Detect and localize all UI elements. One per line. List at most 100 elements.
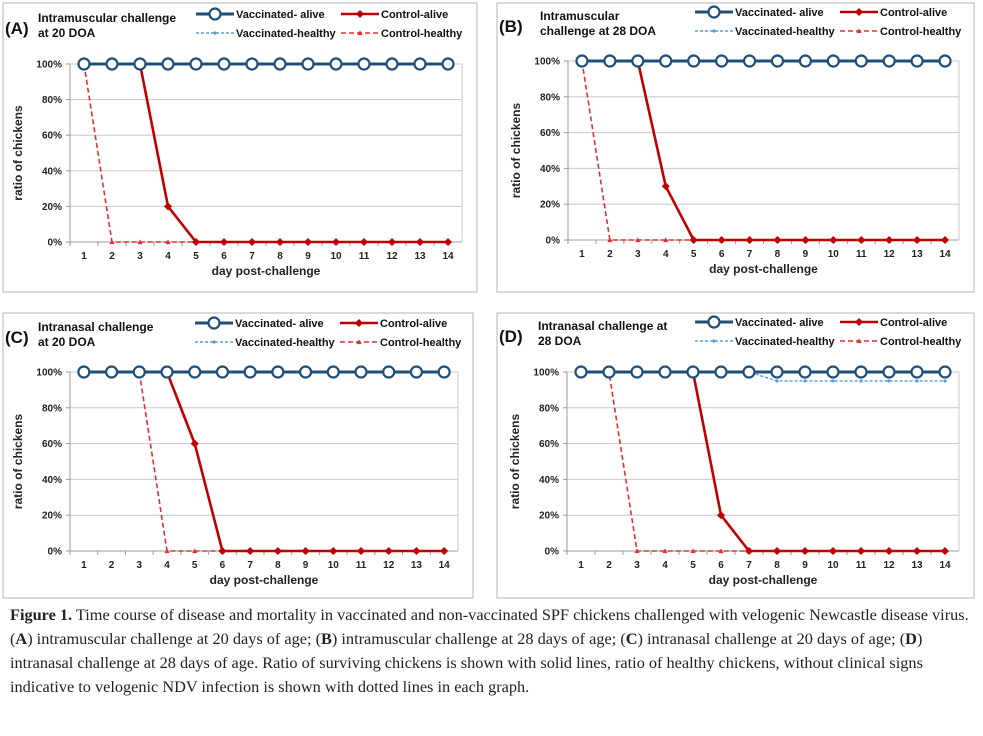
panel-title: challenge at 28 DOA bbox=[540, 24, 656, 38]
x-tick-label: 10 bbox=[330, 251, 342, 262]
data-point bbox=[717, 511, 725, 520]
chart-panel-a: 0%20%40%60%80%100%1 2 3 4 5 6 7 8 9 10 11 12 13 14day… bbox=[2, 2, 478, 293]
legend-marker bbox=[856, 338, 862, 344]
y-tick-label: 20% bbox=[42, 202, 62, 213]
x-tick-label: 12 bbox=[386, 251, 398, 262]
data-point bbox=[248, 238, 256, 246]
legend-marker bbox=[855, 8, 863, 16]
caption-text: ) intranasal challenge at 20 days of age… bbox=[637, 629, 906, 648]
x-tick-label: 7 bbox=[249, 251, 255, 262]
legend-marker bbox=[356, 10, 364, 18]
data-point bbox=[385, 57, 399, 71]
y-axis-title: ratio of chickens bbox=[509, 103, 523, 199]
data-point bbox=[941, 236, 950, 244]
legend-marker bbox=[212, 340, 216, 344]
data-point bbox=[384, 547, 393, 555]
legend-entry: Vaccinated- alive bbox=[735, 317, 824, 329]
y-tick-label: 60% bbox=[540, 128, 560, 139]
y-tick-label: 80% bbox=[42, 403, 62, 414]
chart-panel-c: 0%20%40%60%80%100%1 2 3 4 5 6 7 8 9 10 11 12 13 14day… bbox=[2, 312, 474, 599]
x-tick-label: 6 bbox=[718, 560, 724, 571]
x-tick-label: 3 bbox=[137, 251, 143, 262]
data-point bbox=[745, 547, 753, 555]
x-tick-label: 9 bbox=[303, 560, 309, 571]
x-tick-label: 11 bbox=[356, 560, 367, 571]
legend-marker bbox=[357, 30, 363, 36]
data-point bbox=[663, 237, 669, 243]
data-point bbox=[217, 57, 231, 71]
x-tick-label: 11 bbox=[856, 560, 867, 571]
y-tick-label: 0% bbox=[48, 547, 63, 558]
legend-marker bbox=[856, 28, 862, 34]
data-point bbox=[273, 547, 282, 555]
data-point bbox=[717, 236, 726, 244]
chart-panel-b: 0%20%40%60%80%100%1 2 3 4 5 6 7 8 9 10 11 12 13 14day… bbox=[496, 2, 975, 293]
data-point bbox=[332, 238, 340, 246]
data-point bbox=[882, 54, 896, 68]
data-point bbox=[192, 238, 200, 246]
x-tick-label: 4 bbox=[164, 560, 170, 571]
x-tick-label: 4 bbox=[663, 249, 669, 260]
data-point bbox=[109, 239, 115, 245]
legend-entry: Vaccinated- alive bbox=[236, 9, 325, 21]
data-point bbox=[164, 202, 172, 211]
x-tick-label: 7 bbox=[247, 560, 253, 571]
data-point bbox=[915, 379, 919, 383]
data-point bbox=[659, 54, 673, 68]
data-point bbox=[271, 365, 285, 379]
x-tick-label: 13 bbox=[414, 251, 426, 262]
y-tick-label: 20% bbox=[42, 511, 62, 522]
x-tick-label: 13 bbox=[411, 560, 423, 571]
data-point bbox=[634, 548, 640, 554]
data-point bbox=[801, 236, 810, 244]
data-point bbox=[661, 182, 670, 191]
data-point bbox=[607, 237, 613, 243]
legend-marker bbox=[707, 315, 721, 329]
data-point bbox=[190, 439, 199, 448]
legend-marker bbox=[208, 7, 222, 21]
data-point bbox=[687, 54, 701, 68]
data-point bbox=[831, 379, 835, 383]
data-point bbox=[887, 379, 891, 383]
x-tick-label: 12 bbox=[383, 560, 395, 571]
data-point bbox=[388, 238, 396, 246]
x-tick-label: 9 bbox=[802, 560, 808, 571]
data-point bbox=[718, 548, 724, 554]
data-point bbox=[301, 57, 315, 71]
y-tick-label: 100% bbox=[534, 57, 560, 68]
data-point bbox=[715, 54, 729, 68]
caption-text: Time course of disease and mortality in … bbox=[10, 605, 969, 648]
x-tick-label: 12 bbox=[883, 560, 895, 571]
x-tick-label: 8 bbox=[775, 249, 781, 260]
data-point bbox=[910, 54, 924, 68]
data-point bbox=[133, 57, 147, 71]
caption-text: ) intramuscular challenge at 20 days of … bbox=[27, 629, 322, 648]
caption-text: ) intranasal challenge at 28 days of age… bbox=[10, 629, 923, 696]
data-point bbox=[742, 54, 757, 68]
data-point bbox=[160, 365, 174, 379]
data-point bbox=[218, 547, 227, 555]
legend-marker bbox=[712, 29, 716, 33]
legend-entry: Vaccinated- alive bbox=[735, 7, 824, 19]
panel-title: at 20 DOA bbox=[38, 26, 96, 40]
x-tick-label: 11 bbox=[856, 249, 867, 260]
y-tick-label: 40% bbox=[42, 166, 62, 177]
data-point bbox=[773, 236, 782, 244]
legend-entry: Vaccinated- alive bbox=[235, 318, 324, 330]
data-point bbox=[273, 57, 287, 71]
data-point bbox=[104, 365, 119, 379]
x-tick-label: 3 bbox=[635, 249, 641, 260]
panel-frame bbox=[2, 312, 474, 599]
legend-entry: Vaccinated-healthy bbox=[236, 28, 337, 40]
x-tick-label: 5 bbox=[691, 249, 697, 260]
data-point bbox=[245, 57, 259, 71]
data-point bbox=[775, 379, 779, 383]
data-point bbox=[859, 379, 863, 383]
data-point bbox=[631, 54, 645, 68]
data-point bbox=[575, 54, 589, 68]
x-tick-label: 10 bbox=[328, 560, 340, 571]
data-point bbox=[77, 57, 91, 71]
panel-frame bbox=[496, 2, 975, 293]
x-tick-label: 14 bbox=[939, 249, 951, 260]
panel-label: (A) bbox=[5, 19, 29, 38]
